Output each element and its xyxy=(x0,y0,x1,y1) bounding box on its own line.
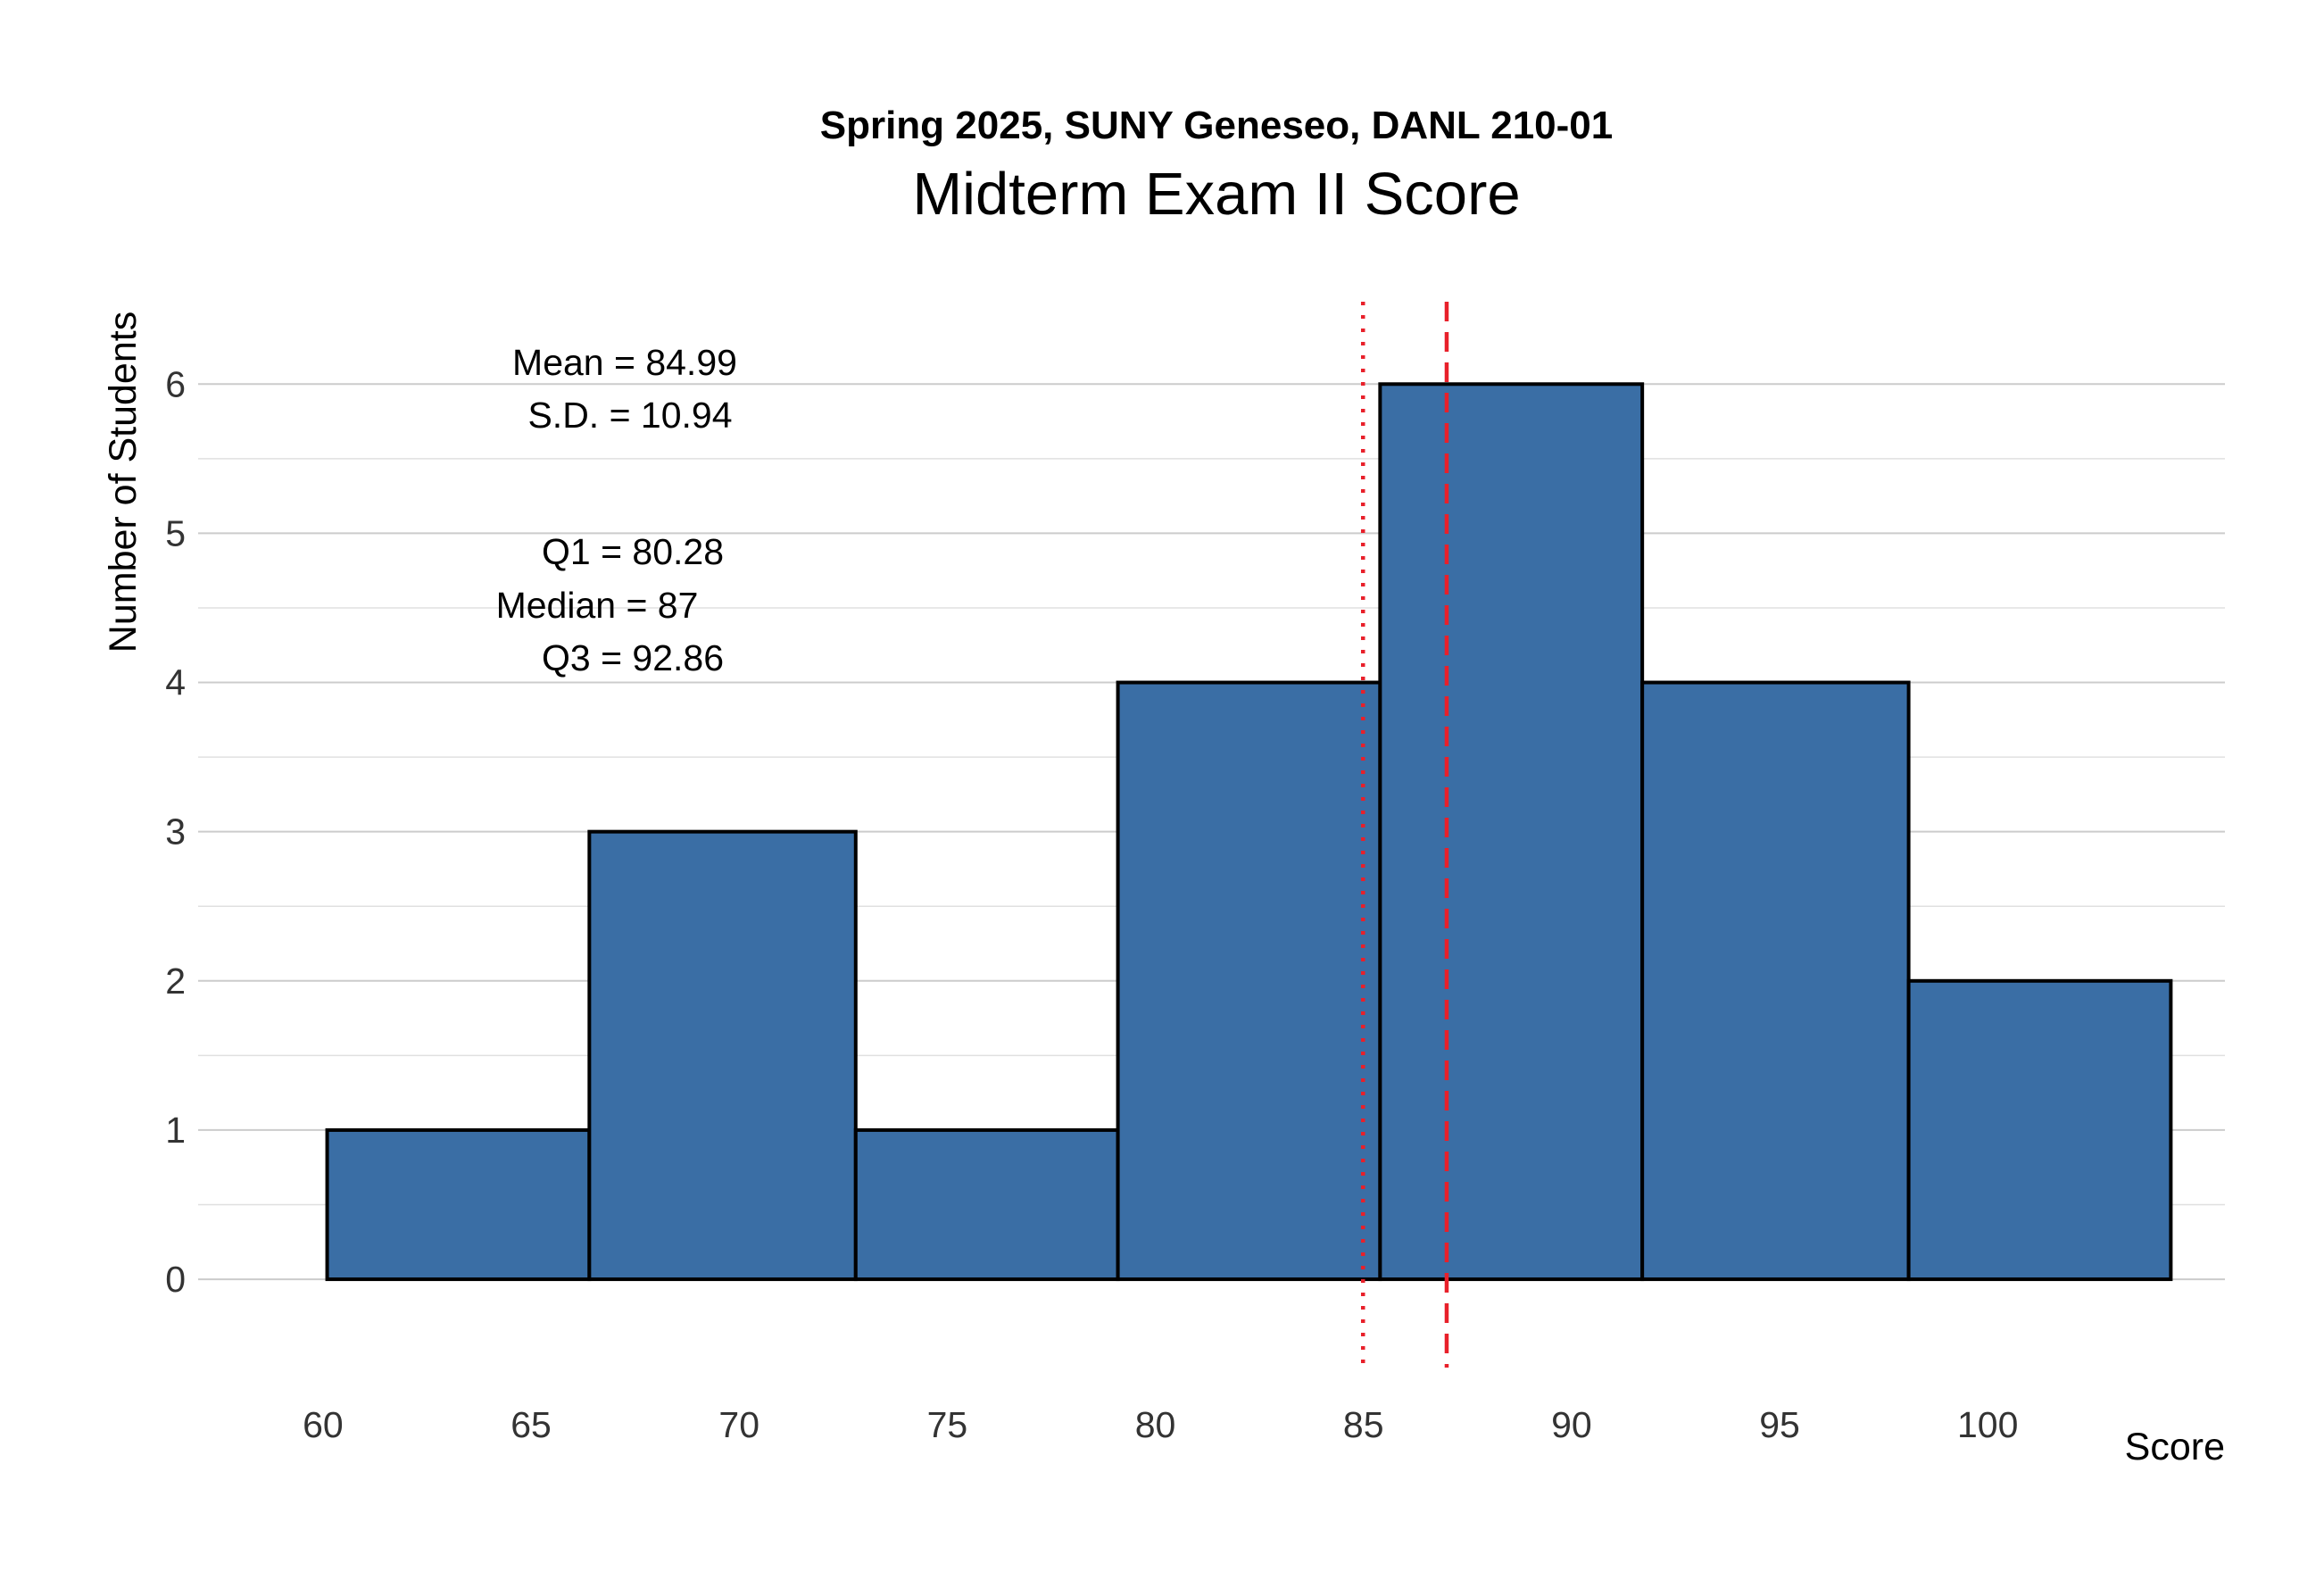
x-tick-label: 80 xyxy=(1135,1404,1176,1445)
reference-lines xyxy=(1360,302,1449,1368)
histogram-bar xyxy=(1116,680,1382,1282)
x-tick-label: 95 xyxy=(1759,1404,1800,1445)
histogram-bar xyxy=(1378,382,1645,1282)
chart-subtitle: Spring 2025, SUNY Geneseo, DANL 210-01 xyxy=(820,104,1614,147)
x-tick-label: 100 xyxy=(1957,1404,2018,1445)
histogram-bar xyxy=(1640,680,1911,1282)
mean-annotation: Mean = 84.99 xyxy=(512,342,737,383)
x-tick-label: 70 xyxy=(718,1404,759,1445)
y-tick-label: 4 xyxy=(165,662,186,703)
x-tick-label: 75 xyxy=(927,1404,968,1445)
y-tick-label: 2 xyxy=(165,961,186,1002)
y-axis-label: Number of Students xyxy=(102,312,145,653)
q1-annotation: Q1 = 80.28 xyxy=(542,531,724,572)
x-tick-label: 90 xyxy=(1551,1404,1592,1445)
histogram-bar xyxy=(853,1127,1120,1282)
sd-annotation: S.D. = 10.94 xyxy=(527,395,732,436)
histogram-bar xyxy=(587,829,858,1282)
chart-title: Midterm Exam II Score xyxy=(912,161,1520,228)
y-tick-label: 3 xyxy=(165,811,186,853)
x-tick-label: 60 xyxy=(303,1404,344,1445)
x-tick-label: 85 xyxy=(1343,1404,1384,1445)
histogram-bar xyxy=(1906,978,2173,1282)
y-axis-ticks: 0 1 2 3 4 5 6 xyxy=(165,363,186,1300)
y-tick-label: 6 xyxy=(165,363,186,404)
histogram-bars xyxy=(325,382,2173,1282)
q3-annotation: Q3 = 92.86 xyxy=(542,637,724,678)
histogram-bar xyxy=(325,1127,592,1282)
y-tick-label: 1 xyxy=(165,1110,186,1151)
x-tick-label: 65 xyxy=(510,1404,552,1445)
median-annotation: Median = 87 xyxy=(496,585,699,626)
y-tick-label: 0 xyxy=(165,1259,186,1300)
x-axis-ticks: 60 65 70 75 80 85 90 95 100 xyxy=(303,1404,2018,1445)
x-axis-label: Score xyxy=(2125,1426,2225,1468)
y-tick-label: 5 xyxy=(165,512,186,553)
